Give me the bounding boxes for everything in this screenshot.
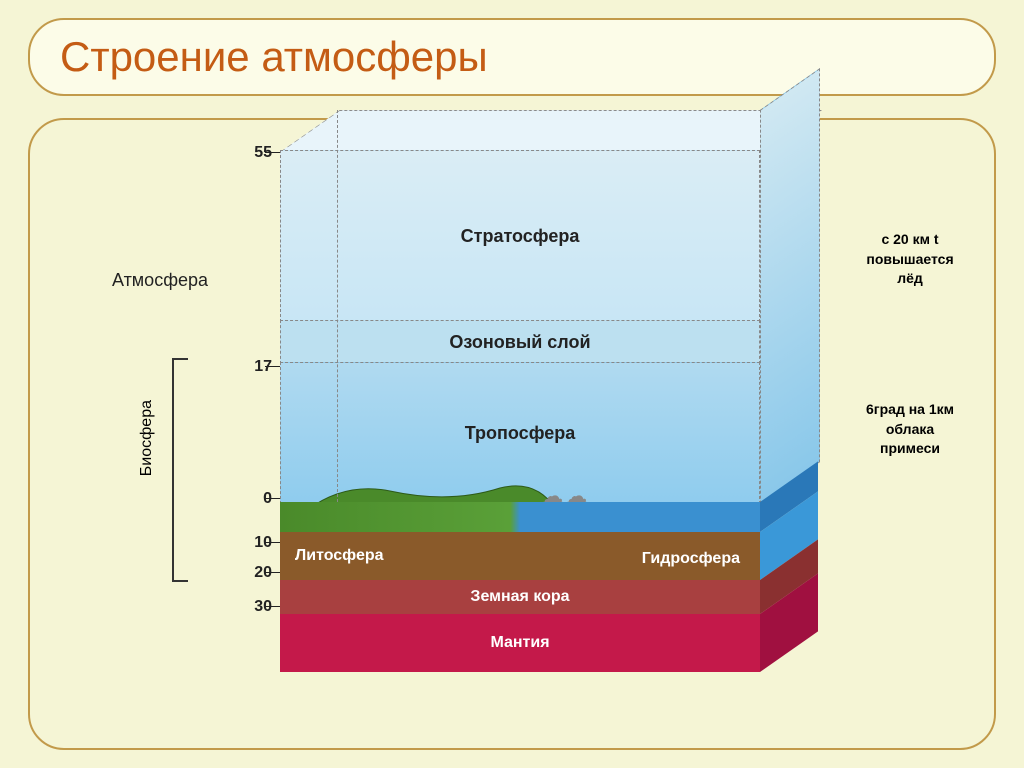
cube-block: Стратосфера Озоновый слой Тропосфера ☁☁ … <box>280 150 760 680</box>
crust-layer: Земная кора <box>280 580 760 614</box>
tick <box>265 152 280 153</box>
axis-55: 55 <box>232 144 272 162</box>
cube-top-face <box>280 110 822 152</box>
biosphere-label: Биосфера <box>138 400 156 476</box>
axis-17: 17 <box>232 358 272 376</box>
axis-20: 20 <box>232 564 272 582</box>
axis-10: 10 <box>232 534 272 552</box>
atmosphere-label: Атмосфера <box>110 270 210 291</box>
hydrosphere-text: Гидросфера <box>642 550 740 568</box>
axis-0: 0 <box>232 490 272 508</box>
surface-strip <box>280 502 760 532</box>
mantle-text: Мантия <box>490 634 549 652</box>
mantle-layer: Мантия <box>280 614 760 672</box>
tick <box>265 542 280 543</box>
slide: Строение атмосферы Атмосфера Биосфера 55… <box>0 0 1024 768</box>
tick <box>265 366 280 367</box>
stratosphere-note: с 20 км t повышается лёд <box>840 230 980 289</box>
atmosphere-diagram: Атмосфера Биосфера 55 17 0 10 20 30 Стра… <box>80 140 950 720</box>
tick <box>265 498 280 499</box>
ozone-layer: Озоновый слой <box>280 320 760 364</box>
tick <box>265 572 280 573</box>
ozone-text: Озоновый слой <box>449 332 590 353</box>
title-bar: Строение атмосферы <box>28 18 996 96</box>
biosphere-bracket <box>172 358 188 582</box>
troposphere-text: Тропосфера <box>465 423 575 444</box>
note-upper-text: с 20 км t повышается лёд <box>840 230 980 289</box>
lithosphere-text: Литосфера <box>295 547 384 565</box>
cube-right-face-upper <box>760 68 820 504</box>
note-lower-text: 6град на 1км облака примеси <box>840 400 980 459</box>
stratosphere-layer: Стратосфера <box>280 150 760 322</box>
troposphere-note: 6град на 1км облака примеси <box>840 400 980 459</box>
stratosphere-text: Стратосфера <box>461 226 580 247</box>
back-edge <box>337 110 338 502</box>
axis-30: 30 <box>232 598 272 616</box>
slide-title: Строение атмосферы <box>60 33 488 81</box>
tick <box>265 606 280 607</box>
crust-text: Земная кора <box>470 588 569 606</box>
